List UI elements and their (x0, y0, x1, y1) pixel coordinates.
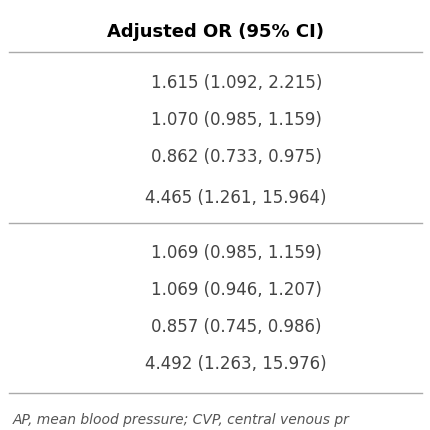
Text: AP, mean blood pressure; CVP, central venous pr: AP, mean blood pressure; CVP, central ve… (13, 412, 349, 426)
Text: 0.857 (0.745, 0.986): 0.857 (0.745, 0.986) (150, 318, 321, 335)
Text: Adjusted OR (95% CI): Adjusted OR (95% CI) (107, 23, 323, 41)
Text: 1.615 (1.092, 2.215): 1.615 (1.092, 2.215) (150, 74, 321, 92)
Text: 1.069 (0.985, 1.159): 1.069 (0.985, 1.159) (150, 244, 321, 261)
Text: 1.069 (0.946, 1.207): 1.069 (0.946, 1.207) (150, 281, 321, 298)
Text: 4.465 (1.261, 15.964): 4.465 (1.261, 15.964) (145, 188, 326, 206)
Text: 0.862 (0.733, 0.975): 0.862 (0.733, 0.975) (150, 147, 321, 166)
Text: 4.492 (1.263, 15.976): 4.492 (1.263, 15.976) (145, 355, 326, 372)
Text: 1.070 (0.985, 1.159): 1.070 (0.985, 1.159) (150, 111, 321, 129)
